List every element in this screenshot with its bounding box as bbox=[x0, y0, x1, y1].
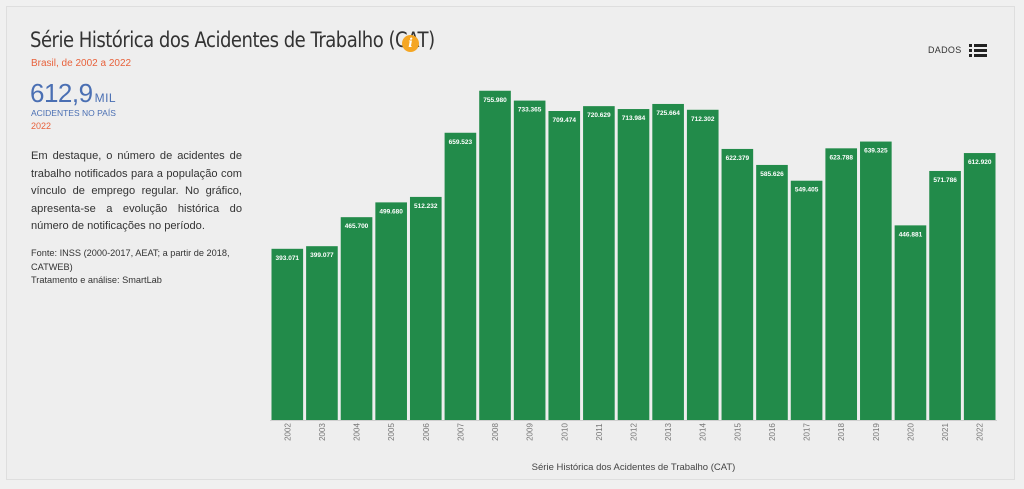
x-tick-label: 2020 bbox=[906, 423, 915, 441]
bar-2014[interactable] bbox=[686, 109, 719, 420]
analysis-line: Tratamento e análise: SmartLab bbox=[31, 275, 162, 285]
bar-2003[interactable] bbox=[306, 246, 338, 420]
bar-2007[interactable] bbox=[444, 132, 477, 420]
bar-2010[interactable] bbox=[548, 111, 581, 420]
source-note: Fonte: INSS (2000-2017, AEAT; a partir d… bbox=[31, 247, 246, 288]
bar-value-label: 571.786 bbox=[933, 177, 957, 184]
info-icon[interactable]: i bbox=[402, 35, 419, 52]
bar-2019[interactable] bbox=[860, 141, 892, 421]
highlight-label: ACIDENTES NO PAÍS bbox=[31, 108, 116, 118]
bar-value-label: 659.523 bbox=[449, 139, 473, 146]
bar-2016[interactable] bbox=[756, 164, 788, 420]
x-tick-label: 2012 bbox=[630, 423, 639, 441]
bar-value-label: 512.232 bbox=[414, 203, 438, 210]
x-tick-label: 2005 bbox=[387, 423, 396, 441]
highlight-unit: MIL bbox=[94, 91, 117, 105]
x-tick-label: 2007 bbox=[456, 423, 465, 441]
x-tick-label: 2002 bbox=[283, 423, 292, 441]
bar-value-label: 399.077 bbox=[310, 252, 334, 259]
bar-value-label: 639.325 bbox=[864, 148, 888, 155]
x-tick-label: 2018 bbox=[837, 423, 846, 441]
list-icon[interactable] bbox=[969, 44, 987, 57]
x-tick-label: 2015 bbox=[733, 423, 742, 441]
dados-button[interactable]: DADOS bbox=[928, 45, 962, 55]
subtitle: Brasil, de 2002 a 2022 bbox=[31, 58, 132, 69]
x-tick-label: 2004 bbox=[353, 423, 362, 441]
page-title: Série Histórica dos Acidentes de Trabalh… bbox=[30, 28, 435, 52]
x-tick-label: 2016 bbox=[768, 423, 777, 441]
bar-value-label: 612.920 bbox=[968, 159, 992, 166]
bar-value-label: 465.700 bbox=[345, 223, 369, 230]
bar-2017[interactable] bbox=[790, 180, 823, 420]
bar-2022[interactable] bbox=[963, 153, 996, 421]
x-tick-label: 2014 bbox=[699, 423, 708, 441]
bar-value-label: 712.302 bbox=[691, 116, 715, 123]
highlight-number: 612,9 bbox=[30, 78, 93, 108]
x-tick-label: 2003 bbox=[318, 423, 327, 441]
x-tick-label: 2019 bbox=[872, 423, 881, 441]
bar-2009[interactable] bbox=[513, 100, 546, 420]
bar-2008[interactable] bbox=[479, 90, 511, 420]
source-line: Fonte: INSS (2000-2017, AEAT; a partir d… bbox=[31, 248, 230, 272]
x-tick-label: 2011 bbox=[595, 423, 604, 441]
highlight-year: 2022 bbox=[31, 121, 52, 131]
bar-value-label: 720.629 bbox=[587, 112, 611, 119]
bar-value-label: 725.664 bbox=[656, 110, 680, 117]
bar-value-label: 499.680 bbox=[379, 208, 403, 215]
bar-2021[interactable] bbox=[929, 170, 961, 420]
bar-value-label: 446.881 bbox=[899, 231, 923, 238]
bar-2005[interactable] bbox=[375, 202, 407, 420]
bar-value-label: 709.474 bbox=[553, 117, 577, 124]
x-tick-label: 2017 bbox=[803, 423, 812, 441]
x-tick-label: 2013 bbox=[664, 423, 673, 441]
x-tick-label: 2008 bbox=[491, 423, 500, 441]
x-tick-label: 2006 bbox=[422, 423, 431, 441]
x-tick-label: 2009 bbox=[526, 423, 535, 441]
x-tick-label: 2021 bbox=[941, 423, 950, 441]
bar-2006[interactable] bbox=[409, 196, 442, 420]
bar-value-label: 755.980 bbox=[483, 97, 507, 104]
bar-value-label: 733.365 bbox=[518, 107, 542, 114]
bar-2012[interactable] bbox=[617, 109, 650, 421]
x-tick-label: 2010 bbox=[560, 423, 569, 441]
bar-value-label: 549.405 bbox=[795, 187, 819, 194]
description: Em destaque, o número de acidentes de tr… bbox=[31, 150, 242, 232]
x-tick-label: 2022 bbox=[976, 423, 985, 441]
bar-value-label: 393.071 bbox=[276, 255, 300, 262]
bar-2020[interactable] bbox=[894, 225, 927, 420]
bar-2002[interactable] bbox=[271, 248, 304, 420]
bar-2018[interactable] bbox=[825, 148, 858, 420]
bar-2015[interactable] bbox=[721, 148, 754, 420]
bar-2013[interactable] bbox=[652, 103, 684, 421]
bar-2004[interactable] bbox=[340, 217, 373, 420]
bar-2011[interactable] bbox=[583, 106, 615, 421]
x-axis-title: Série Histórica dos Acidentes de Trabalh… bbox=[532, 462, 736, 473]
highlight-value: 612,9 MIL bbox=[30, 78, 116, 109]
bar-value-label: 713.984 bbox=[622, 115, 646, 122]
bar-value-label: 585.626 bbox=[760, 171, 784, 178]
bar-value-label: 623.788 bbox=[829, 154, 853, 161]
bar-value-label: 622.379 bbox=[726, 155, 750, 162]
